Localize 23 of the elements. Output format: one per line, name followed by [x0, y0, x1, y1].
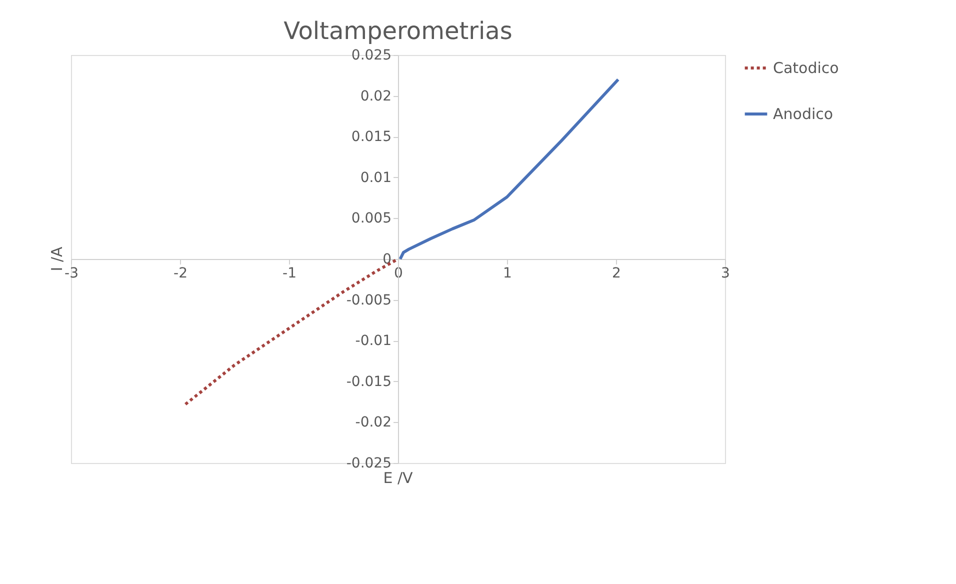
y-tick-label: 0.01	[360, 170, 392, 186]
y-tick-label: -0.01	[355, 333, 392, 350]
x-tick-label: 2	[612, 266, 621, 282]
y-tick-label: -0.02	[355, 414, 392, 431]
x-tick-label: -1	[282, 266, 296, 282]
x-tick-label: 3	[721, 266, 730, 282]
y-tick-label: -0.015	[346, 374, 392, 390]
y-tick-label: 0.005	[351, 210, 392, 227]
y-tick-label: 0.025	[351, 48, 392, 64]
y-tick-label: 0.015	[351, 129, 392, 146]
y-tick-label: 0	[382, 252, 392, 268]
y-tick-label: -0.005	[346, 292, 392, 308]
x-axis-title: E /V	[383, 469, 414, 487]
x-tick-label: -2	[174, 266, 188, 282]
legend-label: Anodico	[773, 105, 834, 123]
y-tick-label: -0.025	[346, 456, 392, 472]
x-tick-label: -3	[64, 266, 78, 282]
y-tick-label: 0.02	[360, 88, 392, 104]
line-series	[398, 78, 620, 260]
chart-title: Voltamperometrias	[284, 17, 512, 45]
legend-label: Catodico	[773, 59, 839, 77]
x-tick-label: 1	[503, 266, 512, 282]
y-axis-title: I /A	[48, 246, 66, 272]
